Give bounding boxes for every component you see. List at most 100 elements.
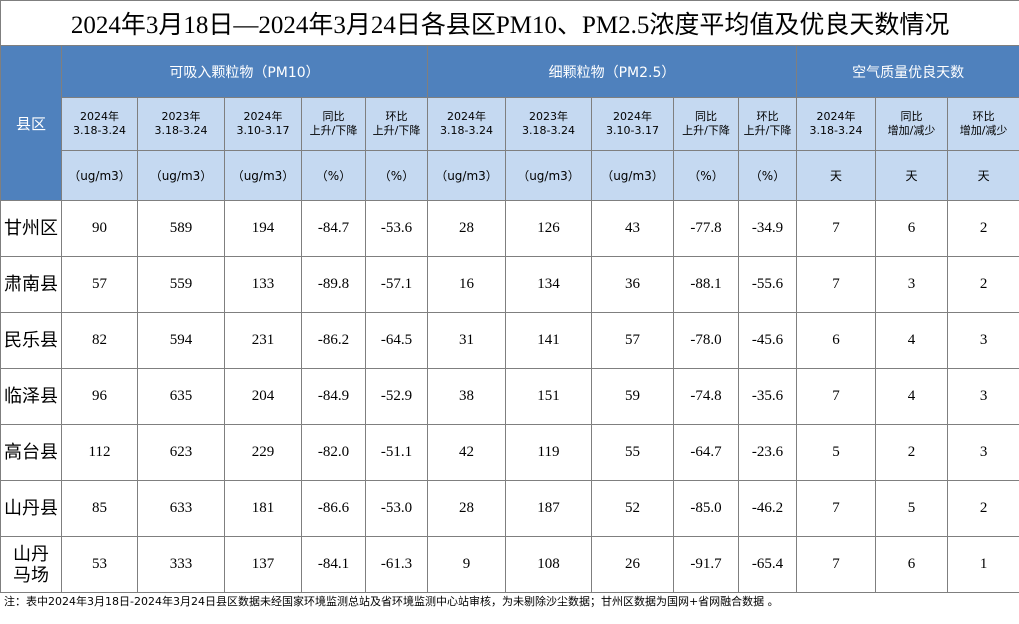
value-cell: 7 — [796, 480, 876, 537]
unit: 天 — [946, 150, 1019, 201]
unit: （ug/m3） — [591, 150, 674, 201]
region-name: 甘州区 — [4, 218, 58, 238]
subheader-line: 环比 — [972, 110, 995, 123]
region-name-cell: 山丹县 — [0, 480, 62, 537]
value-cell: -64.5 — [365, 312, 428, 369]
subheader-line: 3.18-3.24 — [154, 124, 208, 137]
subheader: 2024年 3.18-3.24 — [61, 97, 138, 151]
value-cell: 55 — [591, 424, 674, 481]
unit: 天 — [875, 150, 948, 201]
unit: （%） — [673, 150, 739, 201]
value-cell: -64.7 — [673, 424, 739, 481]
data-row: 山丹马场 53 333 137 -84.1 -61.3 9 108 26 -91.7 -65.4 7 6… — [0, 536, 1019, 593]
value-cell: 85 — [61, 480, 138, 537]
value-cell: -57.1 — [365, 256, 428, 313]
subheader-line: 2024年 — [613, 110, 652, 123]
value-cell: 181 — [224, 480, 302, 537]
value-cell: -53.0 — [365, 480, 428, 537]
subheader: 同比 上升/下降 — [301, 97, 366, 151]
data-row: 高台县 112 623 229 -82.0 -51.1 42 119 55 -64.7 -23.6 5… — [0, 424, 1019, 481]
subheader-line: 上升/下降 — [309, 124, 358, 137]
subheader: 同比 增加/减少 — [875, 97, 948, 151]
value-cell: 3 — [875, 256, 948, 313]
value-cell: 204 — [224, 368, 302, 425]
subheader-row: 2024年 3.18-3.24 2023年 3.18-3.24 2024年 3.10-3.… — [1, 97, 1019, 151]
value-cell: -85.0 — [673, 480, 739, 537]
value-cell: 36 — [591, 256, 674, 313]
subheader: 环比 上升/下降 — [365, 97, 428, 151]
unit: （%） — [738, 150, 797, 201]
value-cell: -65.4 — [738, 536, 797, 593]
unit: 天 — [796, 150, 876, 201]
subheader-line: 环比 — [756, 110, 779, 123]
data-row: 甘州区 90 589 194 -84.7 -53.6 28 126 43 -77.8 -34.9 7 6… — [0, 200, 1019, 257]
value-cell: 43 — [591, 200, 674, 257]
region-name-cell: 山丹马场 — [0, 536, 62, 593]
value-cell: -78.0 — [673, 312, 739, 369]
subheader-line: 2023年 — [161, 110, 201, 123]
region-header: 县区 — [0, 45, 62, 201]
value-cell: 229 — [224, 424, 302, 481]
value-cell: -55.6 — [738, 256, 797, 313]
value-cell: 53 — [61, 536, 138, 593]
subheader-line: 3.18-3.24 — [809, 124, 863, 137]
subheader-line: 同比 — [695, 110, 717, 123]
value-cell: 6 — [875, 536, 948, 593]
value-cell: 6 — [875, 200, 948, 257]
subheader: 环比 上升/下降 — [738, 97, 797, 151]
value-cell: 231 — [224, 312, 302, 369]
value-cell: 28 — [427, 480, 506, 537]
value-cell: 2 — [946, 200, 1019, 257]
region-name-cell: 肃南县 — [0, 256, 62, 313]
table-body: 2024年3月18日—2024年3月24日各县区PM10、PM2.5浓度平均值及… — [0, 0, 1019, 593]
value-cell: 112 — [61, 424, 138, 481]
value-cell: 42 — [427, 424, 506, 481]
data-row: 肃南县 57 559 133 -89.8 -57.1 16 134 36 -88.1 -55.6 7 3… — [0, 256, 1019, 313]
value-cell: 623 — [137, 424, 225, 481]
value-cell: 635 — [137, 368, 225, 425]
region-name: 肃南县 — [4, 274, 58, 294]
value-cell: -35.6 — [738, 368, 797, 425]
region-name: 山丹马场 — [12, 543, 49, 585]
value-cell: -84.1 — [301, 536, 366, 593]
value-cell: -74.8 — [673, 368, 739, 425]
subheader-line: 同比 — [322, 110, 345, 123]
value-cell: 633 — [137, 480, 225, 537]
value-cell: -23.6 — [738, 424, 797, 481]
subheader-line: 2023年 — [529, 110, 568, 123]
subheader-line: 3.18-3.24 — [522, 124, 575, 137]
subheader-line: 2024年 — [80, 110, 119, 123]
value-cell: -51.1 — [365, 424, 428, 481]
value-cell: 2 — [875, 424, 948, 481]
value-cell: -88.1 — [673, 256, 739, 313]
group-header: 细颗粒物（PM2.5） — [427, 45, 797, 98]
value-cell: 4 — [875, 368, 948, 425]
value-cell: 333 — [137, 536, 225, 593]
value-cell: 1 — [946, 536, 1019, 593]
data-row: 临泽县 96 635 204 -84.9 -52.9 38 151 59 -74.8 -35.6 7 4… — [0, 368, 1019, 425]
unit: （%） — [365, 150, 428, 201]
value-cell: 57 — [591, 312, 674, 369]
value-cell: 3 — [946, 312, 1019, 369]
value-cell: -86.6 — [301, 480, 366, 537]
value-cell: 126 — [505, 200, 592, 257]
value-cell: -52.9 — [365, 368, 428, 425]
value-cell: -86.2 — [301, 312, 366, 369]
value-cell: 5 — [796, 424, 876, 481]
region-name: 山丹县 — [4, 498, 58, 518]
value-cell: 28 — [427, 200, 506, 257]
value-cell: 7 — [796, 536, 876, 593]
subheader-line: 增加/减少 — [959, 124, 1008, 137]
value-cell: 52 — [591, 480, 674, 537]
unit: （ug/m3） — [505, 150, 592, 201]
group-header: 可吸入颗粒物（PM10） — [61, 45, 428, 98]
value-cell: -82.0 — [301, 424, 366, 481]
value-cell: 59 — [591, 368, 674, 425]
value-cell: 559 — [137, 256, 225, 313]
region-name-cell: 临泽县 — [0, 368, 62, 425]
subheader-line: 3.18-3.24 — [73, 124, 126, 137]
subheader-line: 2024年 — [243, 110, 283, 123]
value-cell: -46.2 — [738, 480, 797, 537]
value-cell: -77.8 — [673, 200, 739, 257]
